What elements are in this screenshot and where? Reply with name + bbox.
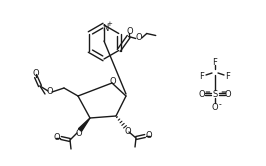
Text: O: O xyxy=(110,77,116,85)
Text: O: O xyxy=(125,127,131,136)
Text: N: N xyxy=(102,24,108,33)
Text: O: O xyxy=(47,86,53,95)
Text: -: - xyxy=(219,100,221,110)
Text: O: O xyxy=(212,102,218,112)
Text: O: O xyxy=(199,89,205,98)
Text: +: + xyxy=(107,20,113,27)
Text: S: S xyxy=(212,89,218,98)
Text: O: O xyxy=(33,69,39,78)
Text: O: O xyxy=(135,33,142,42)
Text: =: = xyxy=(220,89,226,95)
Text: =: = xyxy=(204,89,210,95)
Text: O: O xyxy=(225,89,231,98)
Text: F: F xyxy=(200,72,205,81)
Text: O: O xyxy=(146,130,152,139)
Polygon shape xyxy=(78,118,90,131)
Text: O: O xyxy=(76,129,82,138)
Text: F: F xyxy=(226,72,230,81)
Text: O: O xyxy=(126,27,133,36)
Text: O: O xyxy=(54,132,60,141)
Text: F: F xyxy=(213,57,217,67)
